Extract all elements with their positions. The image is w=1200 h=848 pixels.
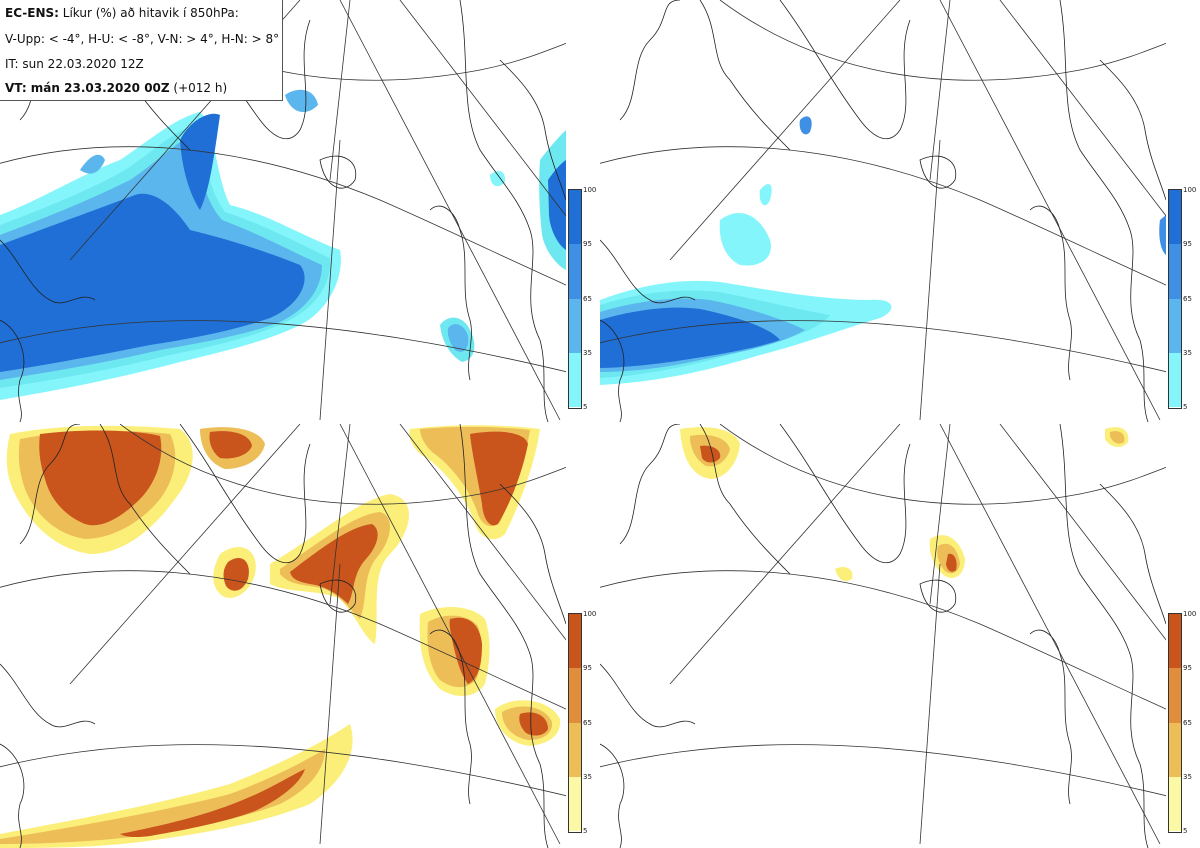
cbar-seg-100 — [1168, 189, 1182, 244]
cbar-seg-35 — [568, 777, 582, 831]
colorbar-top-left: 100 95 65 35 5 — [568, 186, 596, 411]
tick-label: 100 — [583, 186, 597, 194]
cbar-seg-100 — [568, 613, 582, 668]
legend-model-name: EC-ENS: — [5, 6, 59, 20]
tick-label: 100 — [1183, 186, 1197, 194]
panel-top-right — [600, 0, 1166, 422]
tick-label: 65 — [583, 295, 592, 303]
cbar-seg-35 — [568, 353, 582, 407]
legend-box: EC-ENS: Líkur (%) að hitavik í 850hPa: V… — [0, 0, 283, 101]
colorbar-frame — [1168, 189, 1182, 409]
tick-label: 5 — [583, 403, 588, 411]
cbar-seg-35 — [1168, 777, 1182, 831]
map-top-right — [600, 0, 1166, 422]
legend-line-2: V-Upp: < -4°, H-U: < -8°, V-N: > 4°, H-N… — [5, 32, 280, 46]
legend-line-3: IT: sun 22.03.2020 12Z — [5, 57, 144, 71]
panel-top-left — [0, 0, 566, 422]
tick-label: 5 — [1183, 403, 1188, 411]
tick-label: 95 — [1183, 664, 1192, 672]
colorbar-bottom-right: 100 95 65 35 5 — [1168, 610, 1196, 835]
legend-valid-time: VT: mán 23.03.2020 00Z — [5, 81, 170, 95]
cbar-seg-100 — [1168, 613, 1182, 668]
cbar-seg-65 — [568, 299, 582, 353]
tick-label: 65 — [583, 719, 592, 727]
tick-label: 65 — [1183, 295, 1192, 303]
tick-label: 5 — [583, 827, 588, 835]
panel-bottom-left — [0, 424, 566, 848]
cbar-seg-65 — [1168, 723, 1182, 777]
map-top-left — [0, 0, 566, 422]
cbar-seg-100 — [568, 189, 582, 244]
tick-label: 5 — [1183, 827, 1188, 835]
tick-label: 95 — [583, 240, 592, 248]
tick-label: 35 — [1183, 773, 1192, 781]
tick-label: 35 — [583, 773, 592, 781]
tick-label: 100 — [583, 610, 597, 618]
cbar-seg-65 — [568, 723, 582, 777]
colorbar-frame — [568, 613, 582, 833]
cbar-seg-95 — [568, 244, 582, 299]
legend-line-4: VT: mán 23.03.2020 00Z (+012 h) — [5, 81, 227, 95]
tick-label: 35 — [583, 349, 592, 357]
legend-line-1: EC-ENS: Líkur (%) að hitavik í 850hPa: — [5, 6, 239, 20]
colorbar-frame — [568, 189, 582, 409]
tick-label: 95 — [583, 664, 592, 672]
colorbar-top-right: 100 95 65 35 5 — [1168, 186, 1196, 411]
colorbar-frame — [1168, 613, 1182, 833]
cbar-seg-95 — [568, 668, 582, 723]
cbar-seg-35 — [1168, 353, 1182, 407]
cbar-seg-95 — [1168, 244, 1182, 299]
cbar-seg-65 — [1168, 299, 1182, 353]
panel-bottom-right — [600, 424, 1166, 848]
legend-lead-time: (+012 h) — [169, 81, 228, 95]
tick-label: 35 — [1183, 349, 1192, 357]
map-bottom-right — [600, 424, 1166, 848]
tick-label: 100 — [1183, 610, 1197, 618]
tick-label: 65 — [1183, 719, 1192, 727]
tick-label: 95 — [1183, 240, 1192, 248]
map-bottom-left — [0, 424, 566, 848]
colorbar-bottom-left: 100 95 65 35 5 — [568, 610, 596, 835]
cbar-seg-95 — [1168, 668, 1182, 723]
legend-description: Líkur (%) að hitavik í 850hPa: — [58, 6, 239, 20]
